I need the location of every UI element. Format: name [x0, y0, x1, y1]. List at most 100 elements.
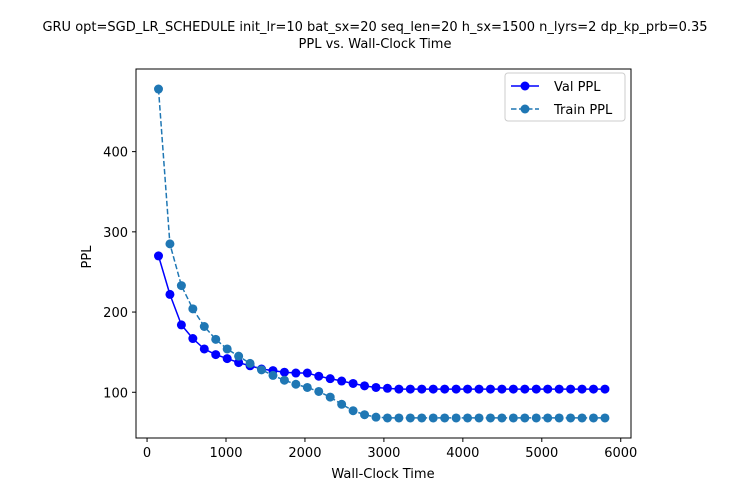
series-0-point [302, 368, 312, 378]
series-1-point [371, 412, 381, 422]
series-1-point [268, 370, 278, 380]
series-1-point [199, 321, 209, 331]
series-1-point [302, 382, 312, 392]
series-0-point [600, 384, 610, 394]
series-0-point [474, 384, 484, 394]
series-0-point [382, 383, 392, 393]
series-1-point [600, 413, 610, 423]
x-tick-label: 0 [143, 446, 151, 461]
series-0-point [360, 381, 370, 391]
legend-val-label: Val PPL [554, 80, 601, 95]
series-layer [154, 84, 610, 423]
series-0-point [497, 384, 507, 394]
series-0-point [394, 384, 404, 394]
series-0-point [428, 384, 438, 394]
series-0-point [199, 344, 209, 354]
series-0-point [485, 384, 495, 394]
series-1-point [497, 413, 507, 423]
series-1-point [520, 413, 530, 423]
series-1-point [348, 406, 358, 416]
series-0-point [234, 358, 244, 368]
series-1-point [577, 413, 587, 423]
legend-train-marker [520, 104, 530, 114]
x-tick-label: 1000 [209, 446, 242, 461]
series-1-point [543, 413, 553, 423]
series-0-point [211, 350, 221, 360]
x-axis-label: Wall-Clock Time [331, 467, 434, 482]
series-1-point [566, 413, 576, 423]
y-tick-label: 300 [103, 226, 128, 241]
chart-title: GRU opt=SGD_LR_SCHEDULE init_lr=10 bat_s… [42, 20, 707, 35]
y-tick-label: 100 [103, 386, 128, 401]
series-0-point [520, 384, 530, 394]
series-1-point [394, 413, 404, 423]
series-1-point [360, 410, 370, 420]
series-1-point [188, 304, 198, 314]
series-1-point [474, 413, 484, 423]
series-1-point [234, 351, 244, 361]
series-0-point [291, 368, 301, 378]
x-tick-label: 6000 [604, 446, 637, 461]
series-1-point [554, 413, 564, 423]
y-axis-label: PPL [80, 245, 95, 269]
legend-train-label: Train PPL [553, 103, 613, 118]
series-0-point [371, 382, 381, 392]
series-0-point [279, 367, 289, 377]
series-0-point [337, 376, 347, 386]
series-0-point [554, 384, 564, 394]
series-0-point [348, 378, 358, 388]
series-0-point [566, 384, 576, 394]
series-0-point [463, 384, 473, 394]
series-1-point [382, 413, 392, 423]
series-1-point [337, 399, 347, 409]
series-line-0 [157, 255, 605, 390]
series-1-point [405, 413, 415, 423]
series-0-point [543, 384, 553, 394]
series-0-point [417, 384, 427, 394]
series-0-point [154, 251, 163, 261]
series-1-point [291, 379, 301, 389]
series-0-point [222, 354, 232, 364]
x-tick-label: 3000 [367, 446, 400, 461]
series-0-point [440, 384, 450, 394]
x-tick-label: 5000 [525, 446, 558, 461]
series-0-point [451, 384, 461, 394]
y-tick-label: 200 [103, 306, 128, 321]
series-1-point [165, 239, 175, 249]
series-1-point [176, 281, 186, 291]
series-0-point [589, 384, 598, 394]
series-1-point [325, 392, 335, 402]
series-1-point [589, 413, 598, 423]
series-0-point [325, 374, 335, 384]
series-0-point [508, 384, 518, 394]
series-1-point [257, 365, 267, 375]
legend: Val PPL Train PPL [504, 72, 626, 122]
series-0-point [531, 384, 541, 394]
series-0-point [176, 320, 186, 330]
series-1-point [428, 413, 438, 423]
chart-subtitle: PPL vs. Wall-Clock Time [299, 37, 452, 52]
x-tick-label: 2000 [288, 446, 321, 461]
series-1-point [451, 413, 461, 423]
series-1-point [279, 375, 289, 385]
series-0-point [577, 384, 587, 394]
series-1-point [417, 413, 427, 423]
series-1-point [440, 413, 450, 423]
series-1-point [531, 413, 541, 423]
series-0-point [405, 384, 415, 394]
series-1-point [314, 386, 324, 396]
series-1-point [463, 413, 473, 423]
series-1-point [222, 344, 232, 354]
series-0-point [188, 334, 198, 344]
series-0-point [314, 371, 324, 381]
series-1-point [211, 334, 221, 344]
legend-val-marker [520, 81, 530, 91]
series-1-point [508, 413, 518, 423]
series-line-1 [157, 89, 605, 419]
series-1-point [485, 413, 495, 423]
tick-layer: 0 1000 2000 3000 4000 5000 6000 100 200 300 400 [103, 146, 637, 461]
series-1-point [245, 358, 255, 368]
series-0-point [165, 289, 175, 299]
